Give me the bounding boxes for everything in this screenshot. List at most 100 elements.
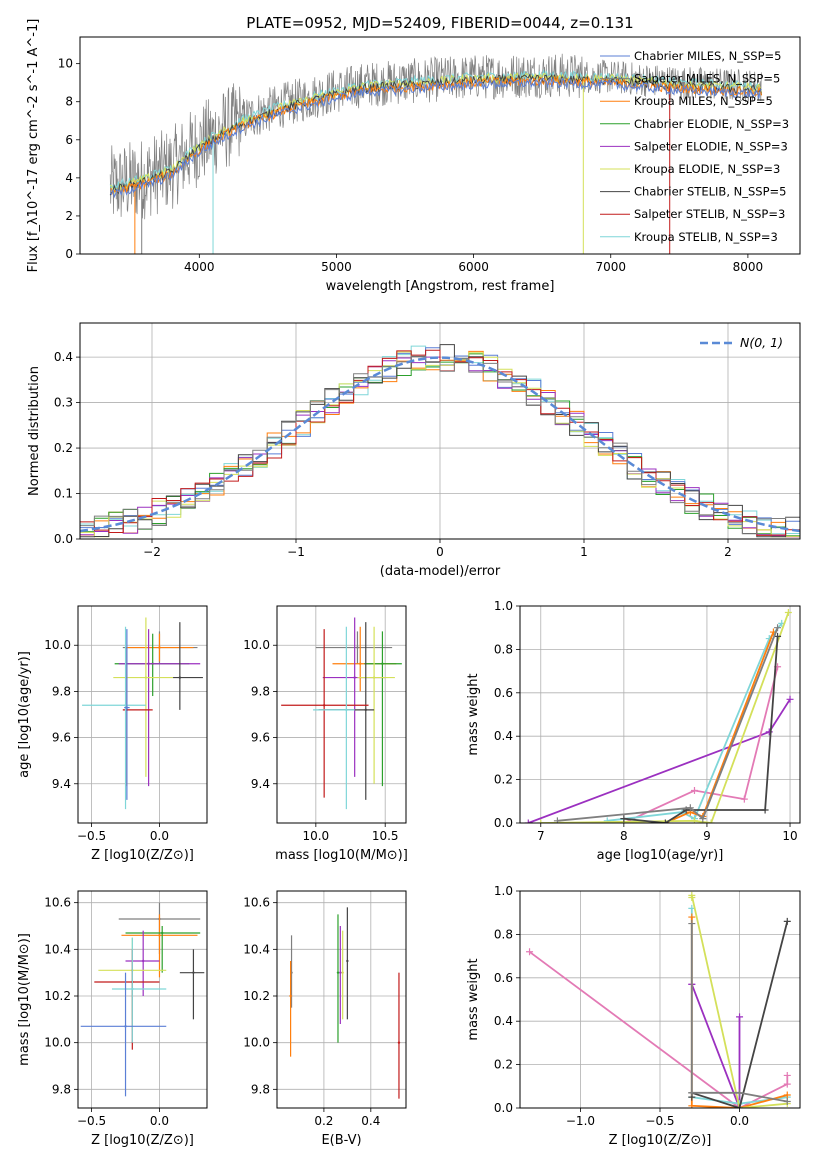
- y-tick-label: 10.2: [243, 989, 270, 1003]
- x-axis-label: Z [log10(Z/Z⊙)]: [91, 1133, 194, 1148]
- panel-massweight_vs_age: 7 8 9 10 0.0 0.2 0.4 0.6 0.8 1.0 age [log10(age/yr…: [466, 599, 801, 863]
- mass-weight-line: [557, 627, 779, 822]
- y-tick-label: 10: [58, 57, 73, 71]
- panel-massweight_vs_Z: −1.0 −0.5 0.0 0.0 0.2 0.4 0.6 0.8 1.0 Z [log10(Z/…: [466, 884, 801, 1148]
- x-axis-label: (data-model)/error: [380, 564, 501, 579]
- y-tick-label: 2: [65, 209, 73, 223]
- y-tick-label: 10.6: [44, 896, 71, 910]
- mass-weight-marker: [783, 917, 791, 925]
- y-tick-label: 9.6: [52, 731, 71, 745]
- residual-histogram-step: [80, 355, 800, 538]
- mass-weight-marker: [699, 815, 707, 823]
- legend-label: Kroupa MILES, N_SSP=5: [634, 94, 773, 108]
- data-point: [124, 1025, 127, 1028]
- y-tick-label: 0.2: [494, 773, 513, 787]
- data-point: [345, 708, 348, 712]
- x-tick-label: 0: [436, 545, 444, 559]
- mass-weight-marker: [686, 804, 694, 812]
- y-tick-label: 10.4: [44, 942, 71, 956]
- axes-frame: [79, 36, 801, 255]
- y-tick-label: 0.0: [494, 1101, 513, 1115]
- axes-frame: [276, 605, 407, 824]
- x-axis-label: E(B-V): [321, 1133, 361, 1148]
- data-point: [353, 676, 356, 679]
- plot-area-mass_vs_Z: [80, 902, 205, 1097]
- data-point: [141, 959, 145, 963]
- x-axis-label: mass [log10(M/M⊙)]: [275, 848, 408, 863]
- y-axis-label: Normed distribution: [27, 366, 42, 496]
- mass-weight-marker: [661, 819, 669, 823]
- y-tick-label: 0: [65, 247, 73, 261]
- plot-area-massweight_vs_Z: [526, 891, 791, 1108]
- mass-weight-marker: [783, 1071, 791, 1079]
- mass-weight-marker: [736, 1104, 744, 1108]
- observed-spectrum-line: [109, 53, 762, 220]
- x-tick-label: 8: [620, 829, 628, 843]
- x-tick-label: 10: [782, 829, 797, 843]
- panel-age_vs_Z: −0.5 0.0 9.4 9.6 9.8 10.0 Z [log10(Z/Z⊙)] age […: [17, 605, 208, 863]
- x-tick-label: 10.5: [372, 829, 399, 843]
- data-point: [125, 706, 129, 709]
- mass-weight-marker: [761, 806, 769, 814]
- legend-label: N(0, 1): [740, 335, 783, 350]
- data-point: [192, 971, 195, 974]
- y-tick-label: 1.0: [494, 884, 513, 898]
- y-tick-label: 10.2: [44, 989, 71, 1003]
- mass-weight-marker: [688, 920, 696, 928]
- y-tick-label: 10.0: [44, 638, 71, 652]
- y-tick-label: 10.0: [243, 638, 270, 652]
- mass-weight-marker: [688, 1089, 696, 1097]
- y-axis-label: mass [log10(M/M⊙)]: [17, 933, 32, 1066]
- mass-weight-marker: [786, 695, 794, 703]
- x-tick-label: −0.5: [77, 1114, 106, 1128]
- x-tick-label: 8000: [733, 260, 764, 274]
- y-tick-label: 6: [65, 133, 73, 147]
- legend-label: Kroupa STELIB, N_SSP=3: [634, 230, 778, 244]
- y-tick-label: 0.2: [494, 1058, 513, 1072]
- data-point: [356, 646, 359, 649]
- x-tick-label: 0.4: [361, 1114, 380, 1128]
- panel-age_vs_mass: 10.0 10.5 9.4 9.6 9.8 10.0 mass [log10(M/M⊙)]: [243, 605, 408, 863]
- x-axis-label: Z [log10(Z/Z⊙)]: [609, 1133, 712, 1148]
- data-point: [381, 662, 384, 665]
- mass-weight-marker: [783, 1097, 791, 1105]
- y-axis-label: Flux [f_λ10^-17 erg cm^-2 s^-1 A^-1]: [26, 19, 41, 273]
- y-tick-label: 9.4: [52, 777, 71, 791]
- data-point: [160, 931, 164, 935]
- legend-label: Salpeter ELODIE, N_SSP=3: [634, 139, 788, 153]
- data-point: [364, 708, 367, 712]
- plot-area-age_vs_mass: [281, 617, 402, 810]
- legend-label: Chabrier ELODIE, N_SSP=3: [634, 117, 789, 131]
- y-tick-label: 0.2: [54, 441, 73, 455]
- mass-weight-line: [690, 983, 741, 1108]
- panel-mass_vs_Z: −0.5 0.0 9.8 10.0 10.2 10.4 10.6 Z [log10(Z/Z⊙)…: [17, 890, 208, 1148]
- axes-frame: [77, 605, 208, 824]
- x-tick-label: 5000: [321, 260, 352, 274]
- panel-residuals: −2 −1 0 1 2 0.0 0.1 0.2 0.3 0.4 (data-model)/error…: [27, 322, 801, 579]
- x-tick-label: −1: [287, 545, 305, 559]
- legend-label: Chabrier STELIB, N_SSP=5: [634, 185, 786, 199]
- mass-weight-line: [690, 923, 788, 1103]
- data-point: [341, 971, 344, 974]
- y-tick-label: 0.8: [494, 642, 513, 656]
- y-tick-label: 9.6: [251, 731, 270, 745]
- y-axis-label: mass weight: [466, 958, 481, 1040]
- axes-frame: [276, 890, 407, 1109]
- y-tick-label: 0.4: [54, 350, 73, 364]
- plot-area-residuals: [80, 344, 800, 538]
- axes-frame: [77, 890, 208, 1109]
- y-tick-label: 8: [65, 95, 73, 109]
- data-point: [336, 971, 340, 974]
- data-point: [131, 987, 134, 991]
- data-point: [346, 959, 349, 963]
- figure-title: PLATE=0952, MJD=52409, FIBERID=0044, z=0…: [246, 14, 633, 32]
- y-tick-label: 9.4: [251, 777, 270, 791]
- y-tick-label: 10.6: [243, 896, 270, 910]
- plot-area-spectrum: [109, 53, 763, 254]
- data-point: [339, 971, 342, 974]
- y-axis-label: mass weight: [466, 673, 481, 755]
- y-tick-label: 10.4: [243, 942, 270, 956]
- x-tick-label: 7000: [595, 260, 626, 274]
- x-tick-label: 0.0: [730, 1114, 749, 1128]
